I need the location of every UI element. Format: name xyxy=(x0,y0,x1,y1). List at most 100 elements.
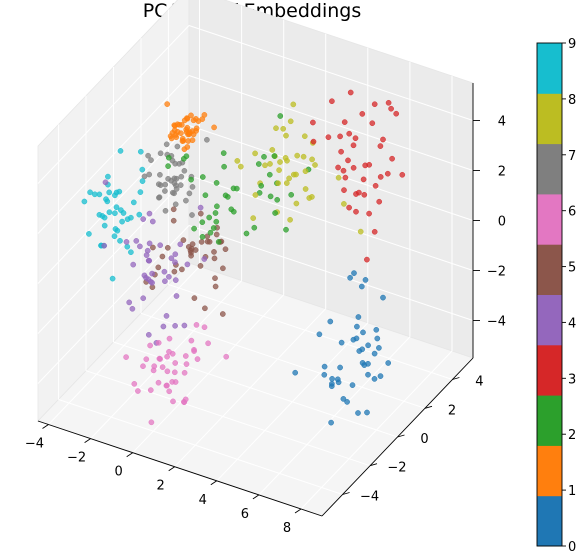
point-label-7 xyxy=(165,175,171,182)
point-label-0 xyxy=(344,399,350,405)
point-label-4 xyxy=(130,261,137,268)
y-tick-label: −2 xyxy=(387,461,406,476)
point-label-9 xyxy=(86,231,92,237)
colorbar-segment-9 xyxy=(537,43,562,94)
point-label-0 xyxy=(351,270,357,276)
point-label-0 xyxy=(377,373,384,379)
point-label-4 xyxy=(149,270,155,277)
axes-panes xyxy=(37,0,474,517)
colorbar-segment-3 xyxy=(537,344,562,396)
point-label-5 xyxy=(197,263,204,269)
point-label-1 xyxy=(174,128,181,135)
point-label-5 xyxy=(202,305,208,312)
point-label-0 xyxy=(328,383,335,390)
point-label-4 xyxy=(149,218,156,225)
point-label-2 xyxy=(261,153,267,160)
point-label-4 xyxy=(147,278,154,285)
point-label-4 xyxy=(172,251,179,258)
point-label-6 xyxy=(147,342,153,349)
x-tick-mark xyxy=(294,508,302,514)
y-tick-label: 0 xyxy=(420,432,428,447)
point-label-0 xyxy=(374,335,381,342)
point-label-7 xyxy=(146,171,153,178)
point-label-7 xyxy=(189,212,195,218)
point-label-4 xyxy=(168,255,175,262)
y-tick-mark xyxy=(452,377,460,380)
point-label-0 xyxy=(380,294,386,301)
point-label-2 xyxy=(213,218,220,225)
point-label-5 xyxy=(164,244,171,251)
point-label-5 xyxy=(222,246,229,253)
point-label-4 xyxy=(143,274,149,281)
point-label-9 xyxy=(109,275,116,282)
point-label-8 xyxy=(252,192,259,198)
point-label-3 xyxy=(356,189,362,196)
point-label-3 xyxy=(388,105,394,112)
point-label-2 xyxy=(220,150,227,156)
point-label-9 xyxy=(124,243,131,250)
point-label-0 xyxy=(356,348,363,354)
point-label-8 xyxy=(282,155,289,161)
point-label-3 xyxy=(329,98,335,105)
point-label-9 xyxy=(101,222,108,229)
point-label-0 xyxy=(328,419,334,426)
point-label-0 xyxy=(350,336,357,343)
point-label-5 xyxy=(188,252,194,259)
point-label-1 xyxy=(164,101,171,107)
point-label-1 xyxy=(195,118,202,124)
point-label-9 xyxy=(130,199,137,206)
point-label-8 xyxy=(250,215,257,221)
point-label-1 xyxy=(181,146,188,153)
point-label-5 xyxy=(155,264,162,271)
point-label-8 xyxy=(283,180,290,186)
scatter-points xyxy=(81,89,406,426)
point-label-2 xyxy=(210,225,217,231)
point-label-3 xyxy=(376,198,383,205)
point-label-3 xyxy=(335,164,341,171)
colorbar-segment-2 xyxy=(537,395,562,446)
point-label-6 xyxy=(194,356,201,362)
point-label-9 xyxy=(113,189,120,196)
point-label-4 xyxy=(201,256,208,262)
axes-gridlines xyxy=(37,0,474,510)
point-label-2 xyxy=(258,182,265,189)
y-tick-mark xyxy=(397,434,405,438)
point-label-7 xyxy=(178,173,185,180)
point-label-3 xyxy=(377,143,384,149)
point-label-9 xyxy=(124,216,131,223)
point-label-0 xyxy=(338,339,345,346)
point-label-0 xyxy=(347,274,353,281)
point-label-7 xyxy=(157,150,164,157)
point-label-4 xyxy=(173,293,180,299)
point-label-6 xyxy=(166,388,173,395)
point-label-7 xyxy=(177,182,184,188)
point-label-1 xyxy=(178,122,185,128)
point-label-7 xyxy=(174,143,181,150)
colorbar-tick-label: 8 xyxy=(568,93,576,108)
point-label-2 xyxy=(199,233,206,240)
colorbar-segment-4 xyxy=(537,294,562,346)
point-label-8 xyxy=(293,171,299,178)
point-label-6 xyxy=(148,419,155,426)
point-label-3 xyxy=(366,210,372,217)
point-label-1 xyxy=(201,112,208,118)
point-label-2 xyxy=(230,185,237,192)
point-label-6 xyxy=(143,356,150,363)
gridline-z-side xyxy=(188,225,474,321)
point-label-4 xyxy=(166,273,172,280)
x-tick-mark xyxy=(210,480,218,486)
point-label-4 xyxy=(126,299,133,306)
point-label-6 xyxy=(164,368,171,375)
point-label-1 xyxy=(188,112,194,119)
point-label-1 xyxy=(168,135,175,142)
point-label-2 xyxy=(199,219,206,226)
point-label-6 xyxy=(191,346,197,353)
point-label-8 xyxy=(287,216,293,223)
point-label-7 xyxy=(156,194,163,201)
point-label-7 xyxy=(171,190,177,197)
z-tick-label: −2 xyxy=(487,265,506,280)
y-tick-label: 4 xyxy=(475,375,483,390)
point-label-2 xyxy=(224,194,231,200)
point-label-4 xyxy=(172,277,179,283)
colorbar-frame xyxy=(536,42,563,547)
